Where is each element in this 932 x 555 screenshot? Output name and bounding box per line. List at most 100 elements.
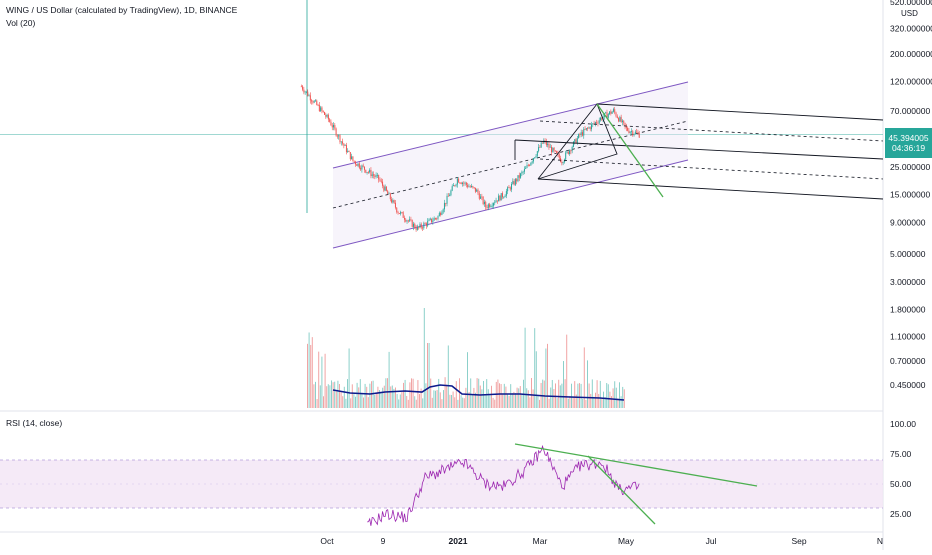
candle-body [480,196,482,199]
candle-body [393,200,395,203]
candle-body [502,193,504,198]
candle-body [594,122,596,124]
candle-body [553,147,555,151]
volume-bar [343,386,345,408]
candle-body [437,216,439,219]
candle-body [529,165,531,167]
volume-bar [518,388,520,408]
candle-body [609,111,611,115]
candle-body [450,190,452,196]
candle-body [525,167,527,169]
candle-body [462,182,464,184]
candle-body [572,141,574,147]
volume-bar [527,390,529,408]
candle-body [611,111,613,114]
volume-bar [575,394,577,408]
candle-body [463,182,465,184]
volume-bar [542,379,544,408]
volume-bar [579,383,580,408]
candle-body [545,140,547,146]
candle-body [507,187,509,192]
volume-bar [515,393,516,408]
volume-bar [508,395,510,408]
candle-body [584,129,586,130]
candle-body [616,116,618,118]
candle-body [516,179,518,182]
volume-bar [531,378,532,408]
rsi-line [367,444,640,526]
candle-body [348,150,350,153]
candle-body [621,120,623,123]
candle-body [304,91,306,93]
volume-bar [470,378,472,408]
volume-bar [347,379,348,408]
candle-body [394,202,396,208]
price-tick-label: 0.700000 [890,356,926,366]
candle-body [587,128,589,129]
candle-body [407,220,409,222]
rsi-legend[interactable]: RSI (14, close) [6,418,63,428]
candle-body [400,212,402,214]
channel-fill [333,82,688,248]
volume-legend[interactable]: Vol (20) [6,18,36,28]
volume-bar [462,397,464,408]
candle-body [406,220,408,222]
volume-bar [459,378,460,408]
candle-body [496,200,498,202]
candle-body [558,154,560,159]
candle-body [490,205,492,207]
candle-body [397,212,399,214]
volume-bar [331,380,332,408]
volume-bar [532,389,534,408]
volume-bar [611,396,612,408]
candle-body [487,204,489,209]
candle-body [334,125,336,129]
volume-bar [332,382,334,408]
candle-body [465,182,467,185]
volume-bar [617,398,619,408]
candle-body [539,147,541,148]
candle-body [614,109,616,113]
last-price-badge: 45.394005 04:36:19 [885,128,932,158]
candle-body [471,186,473,188]
candle-body [548,143,550,148]
volume-bar [396,394,398,408]
time-tick-label: May [618,536,635,546]
candle-body [371,174,373,176]
candle-body [495,200,497,203]
volume-bar [355,396,356,408]
price-tick-label: 120.000000 [890,77,932,87]
candle-body [535,155,537,158]
candle-body [387,190,389,194]
time-tick-label: Mar [533,536,548,546]
volume-bar [382,387,384,408]
candle-body [428,219,430,222]
volume-bar [471,394,473,408]
candle-body [327,114,329,120]
volume-bar [529,397,531,408]
candle-body [618,117,620,122]
candle-body [423,223,425,229]
candle-body [477,189,479,194]
volume-bar [604,397,606,408]
volume-bar [556,398,558,408]
candle-body [446,195,448,204]
candle-body [541,142,543,144]
rsi-trendline-upper [514,443,758,487]
volume-bar [596,380,598,408]
time-tick-label: 9 [381,536,386,546]
candle-body [343,143,345,146]
price-tick-label: 1.100000 [890,331,926,341]
volume-bar [428,343,430,408]
volume-bar [550,387,552,408]
volume-bar [340,392,342,408]
volume-bar [335,391,337,408]
time-tick-label: Jul [706,536,717,546]
volume-bar [441,399,443,408]
volume-bar [393,388,395,408]
pitchfork-mid-upper [514,139,884,160]
candle-body [606,112,608,118]
candle-body [338,135,340,137]
